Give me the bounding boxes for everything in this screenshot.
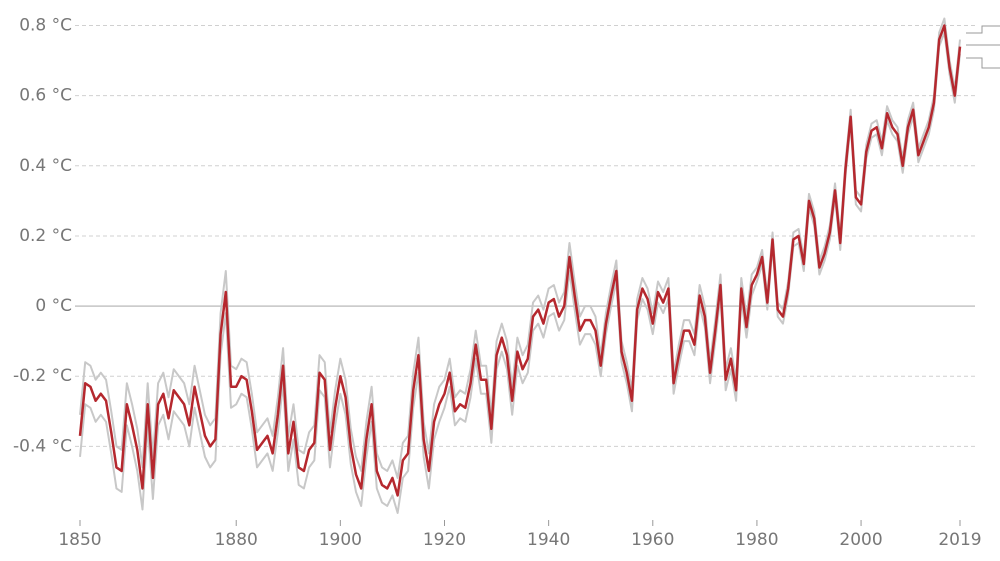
y-tick-label: -0.4 °C: [13, 436, 72, 456]
line: [79, 31, 961, 514]
y-tick-label: 0.6 °C: [19, 86, 72, 106]
y-tick-label: 0 °C: [35, 296, 72, 316]
x-tick-label: 1920: [423, 530, 466, 550]
line: [79, 17, 961, 479]
x-tick-label: 1940: [527, 530, 570, 550]
y-tick-label: 0.4 °C: [19, 156, 72, 176]
x-tick-label: 1880: [215, 530, 258, 550]
x-tick-label: 1960: [631, 530, 674, 550]
legend-connectors: [966, 25, 1000, 69]
x-tick-label: 2000: [839, 530, 882, 550]
connector: [966, 25, 1000, 34]
y-tick-label: 0.8 °C: [19, 16, 72, 36]
connector: [966, 57, 1000, 69]
x-tick-label: 1900: [319, 530, 362, 550]
y-tick-label: 0.2 °C: [19, 226, 72, 246]
x-tick-label: 1850: [58, 530, 101, 550]
y-tick-label: -0.2 °C: [13, 366, 72, 386]
x-tick-label: 1980: [735, 530, 778, 550]
line: [78, 24, 962, 497]
x-tick-label: 2019: [938, 530, 981, 550]
